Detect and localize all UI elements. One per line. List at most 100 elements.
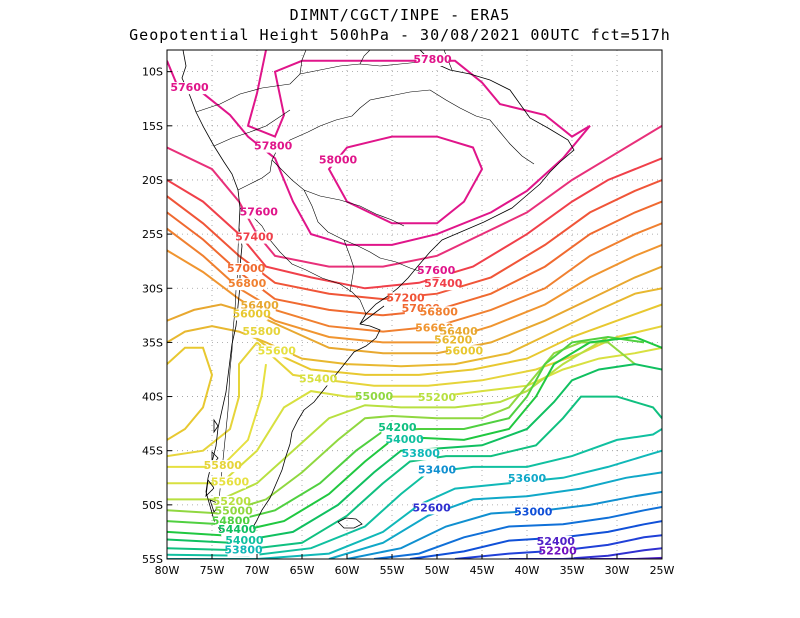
falkland-islands bbox=[337, 517, 363, 529]
contour-55400 bbox=[167, 346, 662, 485]
x-tick-label: 50W bbox=[425, 564, 450, 577]
x-tick-label: 70W bbox=[245, 564, 270, 577]
contour-label-bg bbox=[420, 265, 453, 278]
contour-label: 55800 bbox=[204, 459, 243, 472]
coastline-east bbox=[243, 50, 575, 541]
contour-label: 55000 bbox=[214, 505, 253, 518]
contour-53800 bbox=[167, 449, 662, 559]
contour-label: 54000 bbox=[385, 433, 424, 446]
contour-label-bg bbox=[539, 535, 572, 548]
contour-54600 bbox=[167, 335, 662, 537]
contour-54200 bbox=[167, 395, 662, 552]
y-tick-label: 30S bbox=[142, 282, 163, 295]
contour-label: 55600 bbox=[258, 344, 297, 357]
contour-label: 57800 bbox=[413, 53, 452, 66]
contour-57800 bbox=[167, 60, 591, 246]
contour-label-bg bbox=[302, 373, 335, 386]
contour-label: 55800 bbox=[242, 325, 281, 338]
x-tick-label: 30W bbox=[605, 564, 630, 577]
contour-label: 55200 bbox=[213, 495, 252, 508]
contour-56600 bbox=[167, 243, 662, 344]
contour-52800 bbox=[454, 534, 662, 559]
contour-label-bg bbox=[245, 325, 278, 338]
contour-label-bg bbox=[173, 82, 206, 95]
contour-label: 57600 bbox=[240, 206, 279, 219]
x-tick-label: 65W bbox=[290, 564, 315, 577]
contour-label: 53600 bbox=[508, 472, 547, 485]
contour-label-bg bbox=[214, 476, 246, 489]
contour-52400 bbox=[590, 556, 662, 559]
contour-53600 bbox=[328, 471, 662, 559]
x-tick-label: 25W bbox=[650, 564, 675, 577]
x-tick-label: 75W bbox=[200, 564, 225, 577]
contour-57800 bbox=[246, 50, 591, 138]
contour-label: 57200 bbox=[386, 291, 425, 304]
contour-label: 53400 bbox=[418, 463, 457, 476]
x-tick-label: 45W bbox=[470, 564, 495, 577]
contour-label: 53800 bbox=[224, 544, 263, 557]
title-line-1: DIMNT/CGCT/INPE - ERA5 bbox=[289, 6, 511, 24]
contour-label: 52400 bbox=[537, 535, 576, 548]
contour-label: 56000 bbox=[232, 307, 271, 320]
contour-label: 55400 bbox=[299, 372, 338, 385]
contour-label-bg bbox=[415, 502, 448, 515]
contour-label-bg bbox=[427, 278, 460, 291]
coastline-west bbox=[181, 50, 251, 541]
contour-label: 52200 bbox=[538, 545, 577, 558]
contour-54400 bbox=[167, 363, 662, 544]
contour-label: 54000 bbox=[225, 534, 264, 547]
contour-label: 56000 bbox=[445, 344, 484, 357]
contour-56200 bbox=[167, 287, 662, 368]
contour-label-bg bbox=[235, 308, 268, 321]
contour-label-bg bbox=[517, 506, 550, 519]
contour-label: 55600 bbox=[211, 475, 250, 488]
contour-label-bg bbox=[389, 292, 422, 305]
contour-labels: 5780057600578005800057600574005700056800… bbox=[170, 53, 577, 558]
contour-label-bg bbox=[238, 231, 271, 244]
country-borders bbox=[195, 50, 535, 511]
contour-55000 bbox=[167, 341, 636, 515]
y-tick-label: 10S bbox=[142, 66, 163, 79]
x-tick-label: 35W bbox=[560, 564, 585, 577]
contour-label: 55000 bbox=[355, 390, 394, 403]
contour-label-bg bbox=[322, 154, 354, 167]
title-line-2: Geopotential Height 500hPa - 30/08/2021 … bbox=[129, 26, 671, 44]
x-tick-label: 55W bbox=[380, 564, 405, 577]
contour-label: 54400 bbox=[218, 523, 257, 536]
contour-label-bg bbox=[227, 544, 260, 557]
contour-label: 57800 bbox=[254, 140, 293, 153]
contour-label-bg bbox=[422, 306, 455, 319]
contour-56000 bbox=[247, 303, 662, 376]
contour-label: 57400 bbox=[235, 231, 274, 244]
contour-label-bg bbox=[231, 278, 264, 291]
y-tick-label: 25S bbox=[142, 228, 163, 241]
contour-56000 bbox=[167, 346, 214, 441]
rio-de-la-plata bbox=[359, 305, 385, 325]
contour-label-bg bbox=[206, 460, 239, 473]
contour-label-bg bbox=[242, 206, 275, 219]
contour-label-bg bbox=[358, 390, 390, 403]
x-tick-label: 40W bbox=[515, 564, 540, 577]
contour-label: 52600 bbox=[412, 501, 451, 514]
contour-57800 bbox=[327, 135, 484, 225]
contour-label: 53800 bbox=[402, 447, 441, 460]
contour-label-bg bbox=[421, 464, 453, 477]
contour-label: 57000 bbox=[227, 262, 266, 275]
contour-label-bg bbox=[437, 334, 470, 347]
y-tick-label: 35S bbox=[142, 336, 163, 349]
contour-label: 56800 bbox=[420, 305, 459, 318]
contour-label-bg bbox=[260, 345, 293, 358]
contour-label-bg bbox=[448, 345, 480, 358]
contour-label: 57400 bbox=[424, 277, 463, 290]
contour-55800 bbox=[167, 341, 258, 458]
contour-label-bg bbox=[215, 495, 248, 508]
contour-label: 56800 bbox=[228, 277, 267, 290]
y-tick-label: 15S bbox=[142, 120, 163, 133]
contour-label: 56200 bbox=[434, 333, 473, 346]
contour-label-bg bbox=[418, 322, 451, 335]
y-tick-label: 55S bbox=[142, 553, 163, 566]
contour-label-bg bbox=[541, 545, 574, 558]
y-tick-label: 40S bbox=[142, 391, 163, 404]
contour-label: 57600 bbox=[417, 264, 456, 277]
